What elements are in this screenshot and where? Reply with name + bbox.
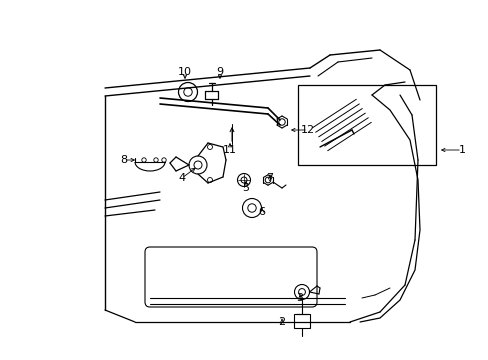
Text: 1: 1 [458, 145, 465, 155]
Circle shape [294, 284, 309, 300]
FancyBboxPatch shape [145, 247, 316, 307]
Bar [297, 85, 435, 165]
Bar [293, 314, 309, 328]
Text: 12: 12 [300, 125, 314, 135]
Text: 9: 9 [216, 67, 223, 77]
Circle shape [242, 198, 261, 217]
Text: 7: 7 [266, 173, 273, 183]
Text: 11: 11 [223, 145, 237, 155]
Text: 6: 6 [258, 207, 265, 217]
Circle shape [237, 174, 250, 186]
Circle shape [189, 156, 206, 174]
Text: 3: 3 [296, 293, 303, 303]
Text: 2: 2 [278, 317, 285, 327]
Circle shape [178, 82, 197, 102]
Text: 4: 4 [178, 173, 185, 183]
Text: 8: 8 [120, 155, 127, 165]
Text: 5: 5 [242, 183, 249, 193]
Text: 10: 10 [178, 67, 192, 77]
